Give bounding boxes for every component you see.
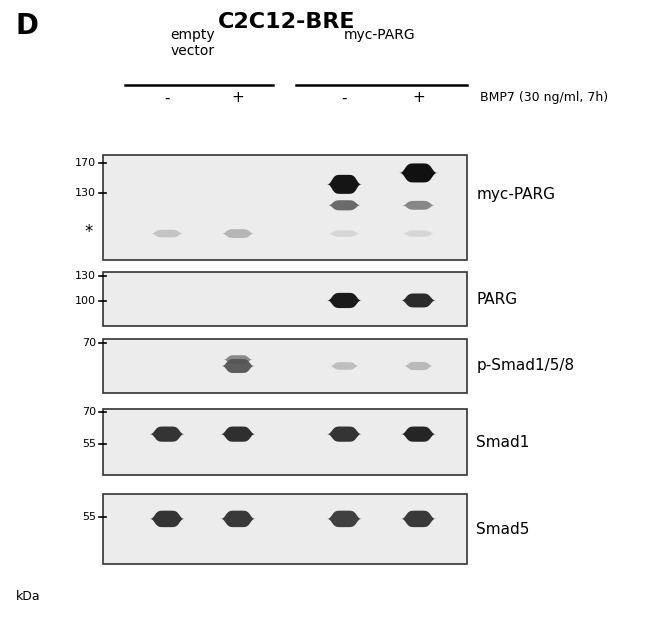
Text: 130: 130	[75, 271, 96, 280]
Text: kDa: kDa	[16, 589, 40, 603]
Bar	[103, 273, 467, 326]
Polygon shape	[312, 175, 376, 194]
Polygon shape	[386, 294, 450, 307]
Text: 70: 70	[82, 407, 96, 417]
Text: Smad5: Smad5	[476, 522, 530, 537]
Polygon shape	[386, 426, 450, 442]
Text: +: +	[412, 90, 425, 106]
Text: 55: 55	[82, 438, 96, 449]
Text: myc-PARG: myc-PARG	[344, 28, 415, 42]
Polygon shape	[207, 359, 268, 373]
Bar	[103, 339, 467, 393]
Text: D: D	[16, 12, 38, 40]
Text: 170: 170	[75, 157, 96, 168]
Polygon shape	[388, 201, 449, 210]
Text: +: +	[231, 90, 244, 106]
Bar	[103, 495, 467, 564]
Polygon shape	[383, 163, 454, 182]
Polygon shape	[206, 511, 270, 527]
Polygon shape	[312, 426, 376, 442]
Text: 130: 130	[75, 188, 96, 198]
Polygon shape	[391, 362, 446, 370]
Polygon shape	[136, 230, 198, 237]
Polygon shape	[317, 362, 372, 370]
Polygon shape	[386, 511, 450, 527]
Text: empty
vector: empty vector	[170, 28, 215, 58]
Polygon shape	[312, 293, 376, 308]
Text: 100: 100	[75, 296, 96, 306]
Polygon shape	[314, 200, 375, 211]
Text: 55: 55	[82, 511, 96, 522]
Text: -: -	[342, 90, 347, 106]
Text: -: -	[164, 90, 170, 106]
Text: PARG: PARG	[476, 292, 517, 307]
Text: BMP7 (30 ng/ml, 7h): BMP7 (30 ng/ml, 7h)	[480, 92, 608, 104]
Text: Smad1: Smad1	[476, 435, 530, 450]
Polygon shape	[312, 511, 376, 527]
Polygon shape	[314, 230, 375, 237]
Text: 70: 70	[82, 339, 96, 348]
Text: C2C12-BRE: C2C12-BRE	[218, 12, 355, 32]
Polygon shape	[206, 426, 270, 442]
Bar	[103, 155, 467, 260]
Polygon shape	[135, 426, 200, 442]
Text: *: *	[84, 223, 93, 241]
Polygon shape	[388, 230, 449, 237]
Text: p-Smad1/5/8: p-Smad1/5/8	[476, 358, 575, 374]
Polygon shape	[207, 229, 268, 238]
Polygon shape	[211, 355, 265, 364]
Text: myc-PARG: myc-PARG	[476, 187, 556, 202]
Polygon shape	[135, 511, 200, 527]
Bar	[103, 409, 467, 476]
